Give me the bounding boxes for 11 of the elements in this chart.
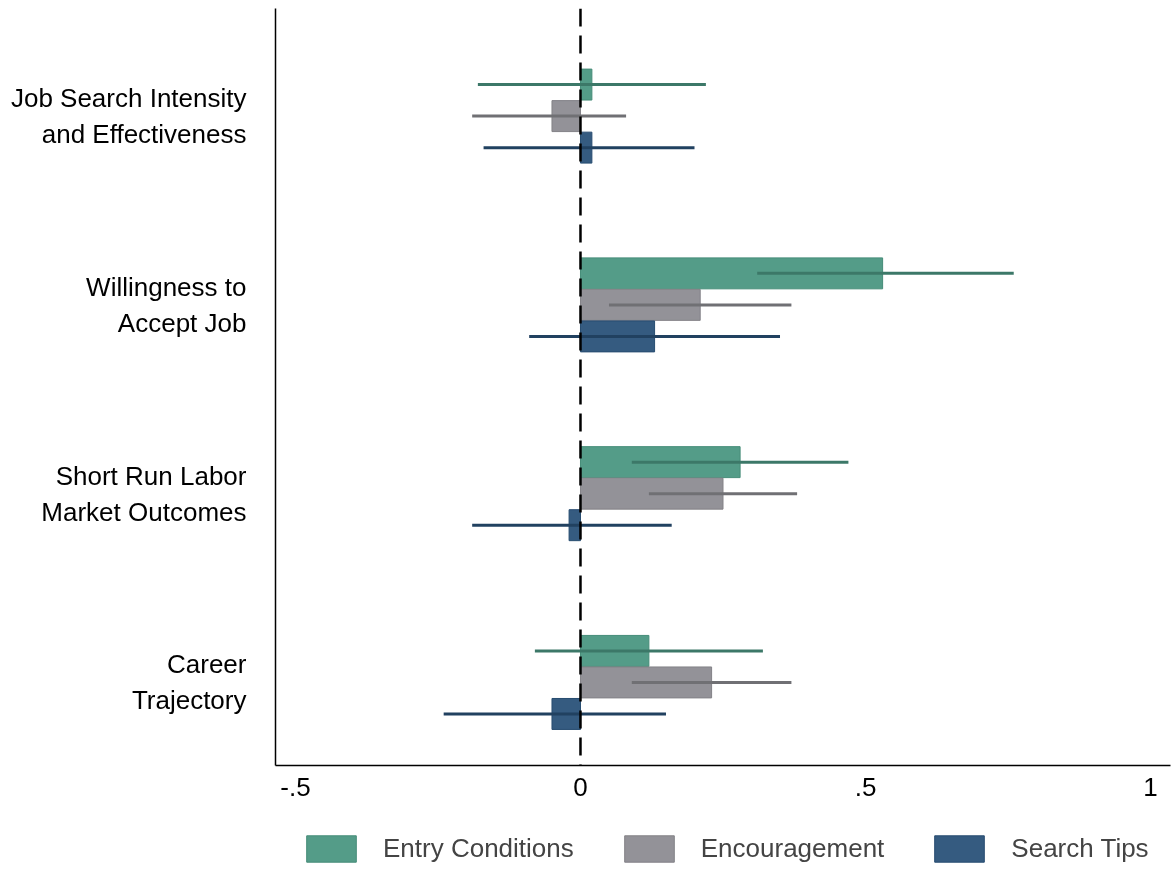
legend-label: Encouragement bbox=[700, 833, 885, 864]
y-tick-label: Job Search Intensity and Effectiveness bbox=[10, 83, 247, 150]
x-tick-label: -.5 bbox=[280, 771, 311, 802]
legend-label: Search Tips bbox=[1011, 833, 1149, 864]
y-tick-label: Willingness to Accept Job bbox=[86, 271, 247, 338]
x-tick-label: .5 bbox=[854, 771, 877, 802]
x-tick-label: 1 bbox=[1143, 771, 1158, 802]
y-tick-label: Career Trajectory bbox=[131, 649, 247, 716]
x-tick-label: 0 bbox=[573, 771, 588, 802]
y-tick-label: Short Run Labor Market Outcomes bbox=[41, 460, 247, 527]
legend-label: Entry Conditions bbox=[383, 833, 574, 864]
